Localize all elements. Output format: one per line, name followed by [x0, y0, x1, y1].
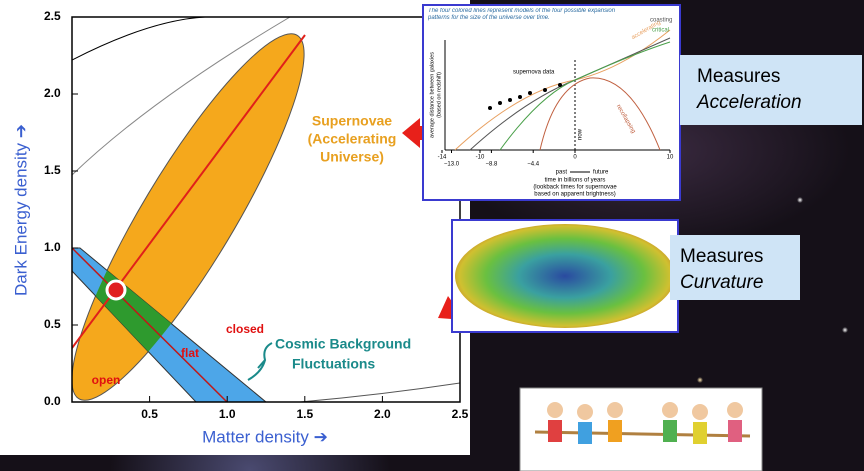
data-point [508, 98, 512, 102]
inset-curve-label: coasting [650, 18, 672, 24]
data-point [498, 101, 502, 105]
inset-tick-label: -14 [438, 155, 447, 161]
data-point [488, 106, 492, 110]
callout-text: Curvature [680, 272, 763, 293]
y-tick-label: 2.0 [44, 86, 61, 100]
inset-caption: The four colored lines represent models … [428, 8, 628, 22]
page: 0.5 1.0 1.5 2.0 2.5 0.0 0.5 1.0 1.5 2.0 2.5 Matter… [0, 0, 864, 471]
x-tick-label: 0.5 [141, 407, 158, 421]
inset-y-label: average distance between galaxies [429, 52, 435, 138]
y-axis-label: Dark Energy density ➔ [11, 124, 30, 296]
inset-future: future [593, 170, 609, 176]
region-label: open [92, 373, 121, 387]
y-tick-label: 0.0 [44, 394, 61, 408]
region-label: flat [181, 346, 199, 360]
inset-data-label: supernova data [513, 70, 555, 76]
slide: 0.5 1.0 1.5 2.0 2.5 0.0 0.5 1.0 1.5 2.0 2.5 Matter… [0, 0, 864, 471]
x-tick-label: 2.5 [452, 407, 469, 421]
data-point [558, 83, 562, 87]
x-axis-label: Matter density ➔ [202, 427, 328, 446]
region-label: closed [226, 322, 264, 336]
supernovae-label: (Accelerating [308, 131, 397, 147]
data-point [518, 95, 522, 99]
data-point [528, 91, 532, 95]
y-tick-label: 1.0 [44, 240, 61, 254]
inset-past: past [556, 170, 568, 176]
supernovae-label: Universe) [320, 149, 384, 165]
y-tick-label: 2.5 [44, 9, 61, 23]
inset-tick-label: −8.8 [485, 162, 498, 168]
callout-text: Acceleration [696, 92, 802, 113]
inset-tick-label: −13.0 [444, 162, 460, 168]
callout-text: Measures [680, 246, 763, 267]
inset-tick-label: 10 [667, 155, 674, 161]
data-point [543, 88, 547, 92]
x-tick-label: 1.5 [296, 407, 313, 421]
inset-tick-label: -10 [476, 155, 485, 161]
x-tick-label: 2.0 [374, 407, 391, 421]
cmb-label: Cosmic Background [275, 336, 411, 352]
cmb-map [455, 224, 675, 328]
callout-text: Measures [697, 66, 780, 87]
y-tick-label: 0.5 [44, 317, 61, 331]
x-tick-label: 1.0 [219, 407, 236, 421]
inset-x-label: based on apparent brightness) [534, 192, 615, 198]
inset-x-label: time in billions of years [545, 178, 606, 184]
inset-tick-label: −4.4 [527, 162, 540, 168]
inset-y-label: (based on redshift) [436, 72, 442, 118]
best-fit-point [107, 281, 125, 299]
supernovae-label: Supernovae [312, 113, 392, 129]
cmb-label: Fluctuations [292, 356, 375, 372]
y-tick-label: 1.5 [44, 163, 61, 177]
inset-now-label: now [578, 128, 584, 140]
inset-x-label: (lookback times for supernovae [533, 185, 617, 191]
inset-curve-label: critical [652, 28, 669, 34]
